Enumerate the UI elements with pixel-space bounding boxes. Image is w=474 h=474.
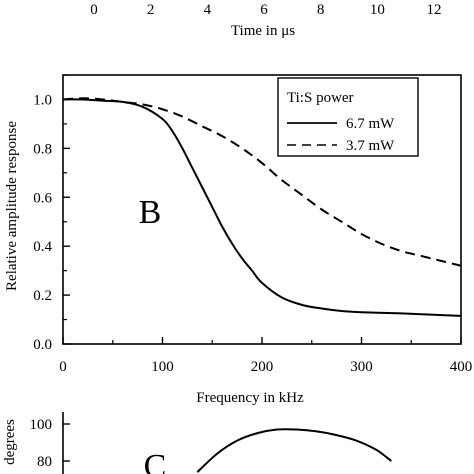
panel-c-letter: C bbox=[144, 448, 167, 474]
panel-b-letter: B bbox=[139, 194, 162, 231]
legend-box bbox=[277, 77, 419, 157]
legend-title: Ti:S power bbox=[287, 90, 354, 106]
panel-c-series bbox=[196, 428, 392, 473]
top-x-tick-label: 10 bbox=[370, 2, 385, 18]
panel-b-y-tick-label: 0.8 bbox=[33, 141, 52, 157]
panel-b-series bbox=[62, 97, 462, 317]
panel-b-x-tick-label: 400 bbox=[450, 359, 473, 375]
top-panel: 0 2 4 6 8 10 12 Time in μs bbox=[90, 2, 441, 39]
panel-c-y-tick-label: 100 bbox=[30, 417, 53, 433]
panel-c: 100 80 C degrees bbox=[2, 412, 392, 474]
panel-b: 0 100 200 300 400 0.0 0.2 0.4 0.6 0.8 1.0 B Freque… bbox=[4, 74, 473, 406]
panel-b-y-tick-label: 0.4 bbox=[33, 239, 52, 255]
legend-entry-3-7mw: 3.7 mW bbox=[346, 138, 395, 154]
panel-b-y-tick-label: 1.0 bbox=[33, 92, 52, 108]
panel-c-y-tick-label: 80 bbox=[37, 454, 52, 470]
top-x-tick-labels: 0 2 4 6 8 10 12 bbox=[90, 2, 441, 18]
panel-c-y-axis-label: degrees bbox=[2, 419, 18, 465]
panel-b-x-axis-label: Frequency in kHz bbox=[196, 390, 304, 406]
top-x-tick-label: 6 bbox=[260, 2, 268, 18]
panel-b-y-tick-label: 0.2 bbox=[33, 288, 52, 304]
top-x-tick-label: 8 bbox=[317, 2, 325, 18]
panel-b-legend: Ti:S power 6.7 mW 3.7 mW bbox=[277, 77, 419, 157]
series-line-3-7mw bbox=[62, 97, 462, 267]
top-x-tick-label: 2 bbox=[147, 2, 155, 18]
legend-entry-6-7mw: 6.7 mW bbox=[346, 116, 395, 132]
top-x-tick-label: 12 bbox=[427, 2, 442, 18]
panel-b-x-tick-label: 300 bbox=[350, 359, 373, 375]
panel-b-y-tick-label: 0.6 bbox=[33, 190, 52, 206]
top-x-tick-label: 0 bbox=[90, 2, 98, 18]
panel-c-series-line bbox=[196, 428, 392, 473]
top-x-tick-label: 4 bbox=[204, 2, 212, 18]
top-x-axis-label: Time in μs bbox=[231, 23, 295, 39]
panel-b-x-tick-label: 200 bbox=[251, 359, 274, 375]
panel-b-ticks: 0 100 200 300 400 0.0 0.2 0.4 0.6 0.8 1.0 bbox=[33, 74, 473, 375]
panel-b-y-axis-label: Relative amplitude response bbox=[4, 121, 20, 291]
panel-b-y-tick-label: 0.0 bbox=[33, 337, 52, 353]
series-line-6-7mw bbox=[62, 98, 462, 317]
panel-b-x-tick-label: 100 bbox=[151, 359, 174, 375]
panel-b-x-tick-label: 0 bbox=[59, 359, 67, 375]
panel-c-ticks: 100 80 bbox=[30, 417, 70, 470]
